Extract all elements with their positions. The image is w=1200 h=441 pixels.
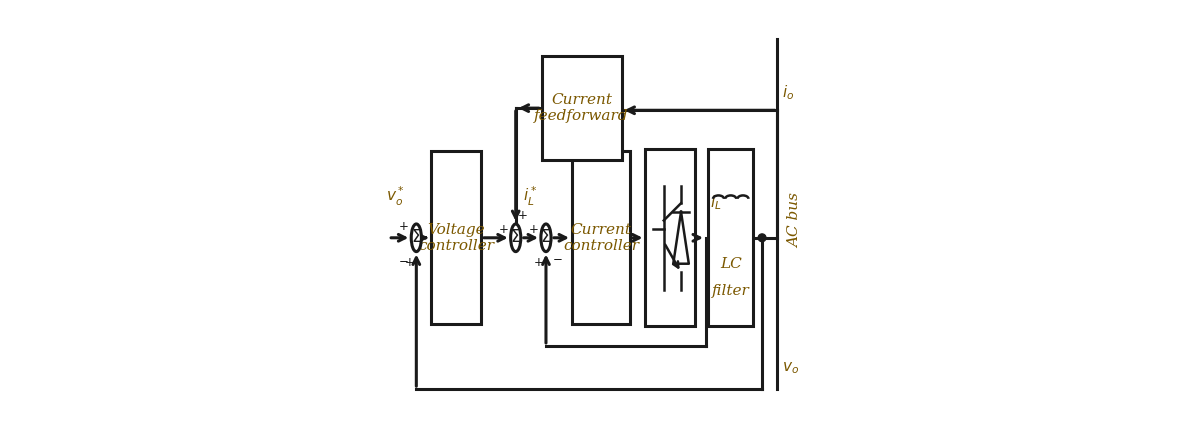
- Text: $\Sigma$: $\Sigma$: [410, 229, 422, 246]
- Text: AC bus: AC bus: [788, 193, 802, 248]
- Text: $\Sigma$: $\Sigma$: [510, 229, 522, 246]
- Bar: [646, 149, 695, 326]
- Bar: [541, 56, 622, 160]
- Text: +: +: [404, 256, 414, 269]
- Text: $v_o^*$: $v_o^*$: [386, 184, 404, 208]
- Text: Voltage
controller: Voltage controller: [419, 223, 494, 253]
- Text: LC: LC: [720, 258, 742, 271]
- Text: Current
controller: Current controller: [563, 223, 640, 253]
- Text: $-$: $-$: [398, 253, 409, 266]
- Circle shape: [758, 234, 766, 242]
- Text: $v_o$: $v_o$: [781, 360, 798, 376]
- Text: Current
feedforward: Current feedforward: [534, 93, 629, 123]
- Text: $i_L$: $i_L$: [710, 193, 721, 212]
- Bar: [708, 149, 754, 326]
- Ellipse shape: [541, 224, 551, 252]
- Bar: [432, 151, 481, 324]
- Text: $-$: $-$: [552, 251, 563, 264]
- Text: +: +: [529, 223, 539, 235]
- Text: +: +: [499, 223, 509, 235]
- Ellipse shape: [511, 224, 521, 252]
- Text: filter: filter: [712, 284, 750, 298]
- Text: +: +: [534, 256, 544, 269]
- Bar: [572, 151, 630, 324]
- Text: $i_L^*$: $i_L^*$: [523, 184, 538, 208]
- Text: $\Sigma$: $\Sigma$: [540, 229, 552, 246]
- Text: $i_o$: $i_o$: [781, 83, 793, 102]
- Text: +: +: [400, 220, 409, 233]
- Ellipse shape: [412, 224, 421, 252]
- Text: +: +: [518, 209, 528, 222]
